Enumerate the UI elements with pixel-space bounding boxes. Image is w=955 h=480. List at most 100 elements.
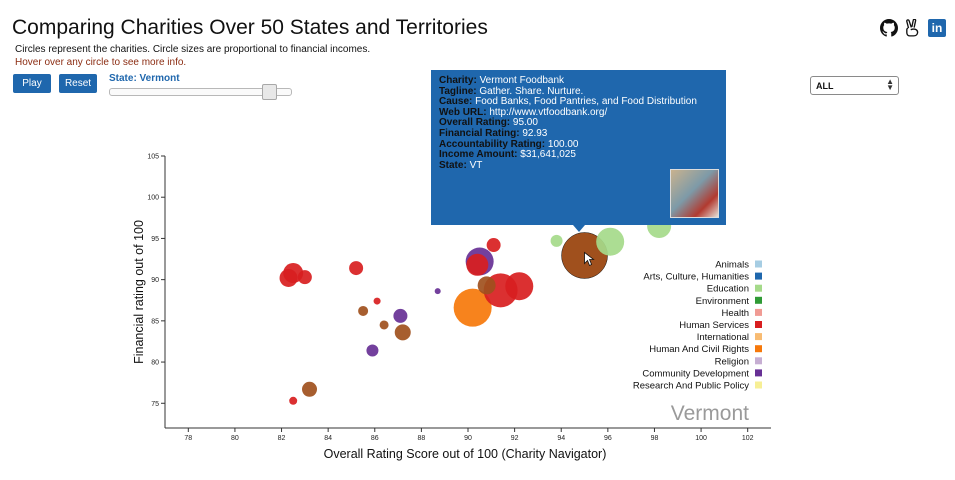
legend-label: Human And Civil Rights: [649, 344, 749, 355]
y-axis-title: Financial rating out of 100: [132, 220, 146, 364]
tooltip-row: Cause: Food Banks, Food Pantries, and Fo…: [439, 96, 718, 108]
tooltip-row: Accountability Rating: 100.00: [439, 138, 718, 151]
tooltip-value[interactable]: http://www.vtfoodbank.org/: [489, 106, 608, 118]
legend-label: International: [697, 332, 749, 343]
legend-label: Arts, Culture, Humanities: [643, 272, 749, 283]
x-axis-title: Overall Rating Score out of 100 (Charity…: [324, 447, 607, 461]
tooltip-key: Charity:: [439, 75, 480, 86]
tooltip-row: Financial Rating: 92.93: [439, 127, 718, 140]
charity-circle[interactable]: [373, 297, 381, 305]
legend-label: Health: [722, 308, 749, 319]
page-title: Comparing Charities Over 50 States and T…: [12, 16, 488, 39]
x-tick-label: 102: [742, 435, 754, 442]
github-icon[interactable]: [880, 19, 898, 37]
tooltip-row: Web URL: http://www.vtfoodbank.org/: [439, 106, 718, 119]
y-tick-label: 90: [151, 277, 159, 284]
charity-circle[interactable]: [279, 268, 298, 287]
charity-circle[interactable]: [505, 272, 534, 301]
tooltip-caret: [573, 225, 585, 232]
tooltip-rows: Charity: Vermont Foodbank Tagline: Gather…: [439, 75, 718, 172]
tooltip-value: $31,641,025: [520, 149, 576, 161]
charity-tooltip: Charity: Vermont Foodbank Tagline: Gather…: [431, 70, 726, 232]
charity-circle[interactable]: [434, 288, 441, 295]
select-arrows-icon: ▲ ▼: [886, 77, 894, 92]
x-tick-label: 82: [278, 435, 286, 442]
tooltip-key: Cause:: [439, 96, 476, 108]
charity-circle[interactable]: [349, 261, 364, 276]
tooltip-value: 95.00: [512, 117, 538, 129]
x-tick-label: 92: [511, 435, 519, 442]
charity-circle[interactable]: [550, 234, 563, 247]
legend-swatch: [755, 296, 762, 304]
tooltip-row: Income Amount: $31,641,025: [439, 149, 718, 161]
charity-circle[interactable]: [302, 381, 318, 397]
x-tick-label: 94: [557, 435, 565, 442]
cursor-icon: [584, 251, 595, 267]
legend-swatch: [755, 357, 762, 365]
tooltip-key: Tagline:: [439, 85, 480, 97]
legend-label: Community Development: [642, 368, 749, 379]
page-subtitle: Circles represent the charities. Circle …: [15, 44, 371, 55]
tooltip-key: State:: [439, 159, 470, 171]
charity-circle[interactable]: [453, 288, 492, 327]
y-tick-label: 100: [147, 195, 159, 202]
state-label: State: Vermont: [109, 73, 180, 84]
charity-circle[interactable]: [366, 344, 379, 357]
charity-circle[interactable]: [289, 396, 298, 405]
legend-swatch: [755, 260, 762, 268]
legend-swatch: [755, 345, 762, 353]
tooltip-value: 100.00: [547, 138, 579, 150]
tooltip-value: Food Banks, Food Pantries, and Food Dist…: [475, 96, 697, 108]
victory-hand-icon[interactable]: [904, 19, 922, 37]
state-watermark: Vermont: [671, 402, 749, 425]
x-tick-label: 88: [417, 435, 425, 442]
x-tick-label: 86: [371, 435, 379, 442]
state-slider-track[interactable]: [109, 88, 292, 96]
x-tick-label: 90: [464, 435, 472, 442]
tooltip-value: Vermont Foodbank: [479, 75, 565, 86]
charity-circle[interactable]: [477, 276, 496, 295]
tooltip-row: Tagline: Gather. Share. Nurture.: [439, 85, 718, 98]
charity-circle[interactable]: [297, 270, 312, 285]
reset-button[interactable]: Reset: [59, 74, 97, 93]
legend-label: Environment: [696, 296, 750, 307]
tooltip-key: Financial Rating:: [439, 127, 523, 139]
charity-circle[interactable]: [393, 308, 408, 323]
x-tick-label: 100: [695, 435, 707, 442]
y-tick-label: 80: [151, 360, 159, 367]
y-tick-label: 75: [151, 401, 159, 408]
charity-circle[interactable]: [358, 305, 369, 316]
legend-swatch: [755, 272, 762, 280]
social-links: in: [880, 19, 946, 37]
linkedin-icon[interactable]: in: [928, 19, 946, 37]
legend-swatch: [755, 284, 762, 292]
charity-circle[interactable]: [394, 324, 411, 341]
charity-circle[interactable]: [486, 238, 501, 253]
x-tick-label: 84: [324, 435, 332, 442]
y-tick-label: 95: [151, 236, 159, 243]
legend-label: Human Services: [679, 320, 749, 331]
y-tick-label: 105: [147, 154, 159, 161]
legend-label: Animals: [715, 260, 749, 271]
x-tick-label: 96: [604, 435, 612, 442]
charity-circle[interactable]: [596, 227, 625, 256]
legend-swatch: [755, 308, 762, 316]
legend-label: Education: [707, 284, 749, 295]
legend-label: Religion: [715, 356, 749, 367]
legend-label: Research And Public Policy: [633, 381, 749, 392]
charity-circle[interactable]: [466, 253, 489, 276]
tooltip-value: VT: [469, 159, 483, 171]
legend-swatch: [755, 321, 762, 328]
charity-circle[interactable]: [379, 320, 389, 330]
cause-filter-select[interactable]: ALL ▲ ▼: [810, 76, 899, 95]
legend-swatch: [755, 369, 762, 377]
tooltip-key: Income Amount:: [439, 149, 521, 161]
tooltip-value: 92.93: [522, 127, 548, 139]
tooltip-row: State: VT: [439, 159, 718, 172]
state-slider-thumb[interactable]: [262, 84, 277, 100]
tooltip-key: Web URL:: [439, 106, 490, 118]
play-button[interactable]: Play: [13, 74, 51, 93]
legend-swatch: [755, 333, 762, 341]
tooltip-key: Accountability Rating:: [439, 138, 548, 150]
